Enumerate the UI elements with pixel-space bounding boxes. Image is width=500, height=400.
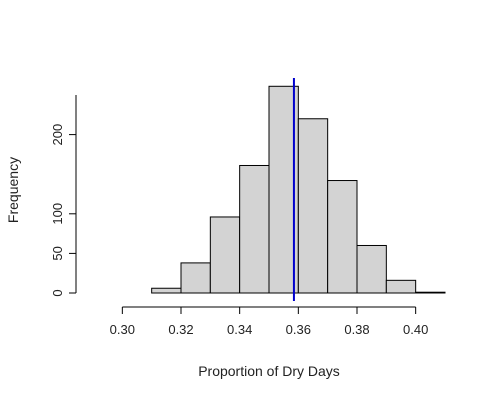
histogram-bar: [356, 244, 387, 294]
histogram-bar: [239, 164, 270, 294]
y-axis: 0 50 100 200: [50, 95, 77, 297]
x-tick-label: 0.32: [168, 322, 193, 337]
histogram-bar: [180, 262, 211, 294]
histogram-bar: [151, 287, 182, 294]
histogram-bar: [327, 180, 358, 294]
y-tick-label: 200: [50, 124, 65, 146]
x-axis: 0.30 0.32 0.34 0.36 0.38 0.40: [110, 306, 428, 337]
histogram-bar: [297, 118, 329, 294]
histogram-bar: [415, 291, 446, 294]
x-tick-label: 0.36: [286, 322, 311, 337]
x-tick-label: 0.38: [344, 322, 369, 337]
x-tick-label: 0.40: [403, 322, 428, 337]
y-tick-label: 50: [50, 246, 65, 260]
histogram-bars: [151, 85, 446, 294]
y-axis-title: Frequency: [5, 157, 21, 223]
x-tick-label: 0.34: [227, 322, 252, 337]
x-axis-title: Proportion of Dry Days: [198, 363, 340, 379]
histogram-bar: [385, 279, 417, 294]
y-tick-label: 0: [50, 289, 65, 296]
x-tick-label: 0.30: [110, 322, 135, 337]
histogram-bar: [209, 216, 241, 294]
y-tick-label: 100: [50, 203, 65, 225]
